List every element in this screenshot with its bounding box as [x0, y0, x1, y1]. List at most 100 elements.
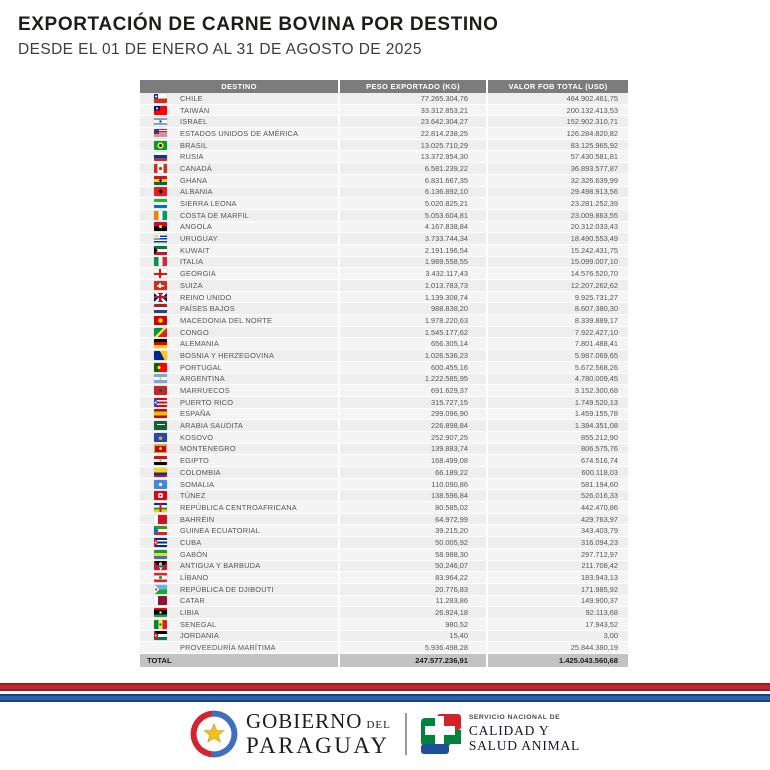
libano-flag-icon — [154, 573, 167, 583]
country-cell: TAIWÁN — [140, 105, 338, 116]
kg-value: 80.585,02 — [338, 502, 486, 513]
country-name: BOSNIA Y HERZEGOVINA — [180, 350, 275, 360]
country-cell: LÍBANO — [140, 572, 338, 583]
country-cell: KOSOVO — [140, 432, 338, 443]
country-cell: ESPAÑA — [140, 409, 338, 420]
country-cell: BAHRÉIN — [140, 514, 338, 525]
table-row: COLOMBIA 66.189,22 600.118,03 — [140, 467, 628, 479]
usd-value: 464.902.461,75 — [486, 93, 628, 104]
senacsa-cross-icon — [420, 714, 461, 754]
usd-value: 15.099.007,10 — [486, 256, 628, 268]
country-cell: TÚNEZ — [140, 490, 338, 501]
taiwan-flag-icon — [154, 105, 167, 115]
guinea-ecuatorial-flag-icon — [154, 526, 167, 536]
country-name: PUERTO RICO — [180, 397, 234, 407]
usd-value: 581.194,60 — [486, 478, 628, 490]
column-header-peso: PESO EXPORTADO (KG) — [338, 80, 486, 93]
country-cell: ANTIGUA Y BARBUDA — [140, 561, 338, 572]
kg-value: 66.189,22 — [338, 467, 486, 478]
table-row: MACEDONIA DEL NORTE 1.978.220,63 8.339.889… — [140, 315, 628, 327]
kg-value: 4.167.838,84 — [338, 221, 486, 233]
table-row: CONGO 1.545.177,62 7.922.427,10 — [140, 326, 628, 339]
usd-value: 171.985,92 — [486, 583, 628, 595]
country-cell: ESTADOS UNIDOS DE AMÉRICA — [140, 128, 338, 139]
kg-value: 11.283,86 — [338, 595, 486, 607]
table-row: BRASIL 13.025.710,29 83.125.965,92 — [140, 139, 628, 152]
usd-value: 126.284.820,82 — [486, 128, 628, 139]
country-name: ANTIGUA Y BARBUDA — [180, 561, 261, 571]
kg-value: 5.020.825,21 — [338, 198, 486, 209]
usd-value: 526.016,33 — [486, 490, 628, 502]
usd-value: 429.763,97 — [486, 513, 628, 525]
table-row: PROVEEDURÍA MARÍTIMA 5.936.498,28 25.844.3… — [140, 642, 628, 654]
country-cell: REPÚBLICA DE DJIBOUTI — [140, 584, 338, 595]
country-name: COSTA DE MARFIL — [180, 210, 249, 220]
usd-value: 20.312.033,43 — [486, 221, 628, 233]
flag-stripes — [0, 683, 770, 702]
page-title: EXPORTACIÓN DE CARNE BOVINA POR DESTINO — [18, 14, 499, 35]
usd-value: 92.113,68 — [486, 607, 628, 618]
country-cell: PORTUGAL — [140, 362, 338, 373]
country-name: MARRUECOS — [180, 386, 230, 396]
cuba-flag-icon — [154, 537, 167, 547]
table-row: MARRUECOS 691.629,37 3.152.300,68 — [140, 385, 628, 397]
country-cell: REINO UNIDO — [140, 292, 338, 303]
country-cell: ARABIA SAUDITA — [140, 420, 338, 431]
usd-value: 23.009.863,55 — [486, 209, 628, 221]
country-name: LÍBANO — [180, 573, 209, 583]
usd-value: 1.749.520,13 — [486, 396, 628, 408]
usd-value: 4.780.009,45 — [486, 373, 628, 385]
country-name: CATAR — [180, 596, 205, 606]
country-cell: ALEMANIA — [140, 338, 338, 349]
country-cell: PROVEEDURÍA MARÍTIMA — [140, 642, 338, 653]
country-cell: PUERTO RICO — [140, 397, 338, 408]
table-row: ALEMANIA 656.305,14 7.801.488,41 — [140, 338, 628, 351]
tunez-flag-icon — [154, 491, 167, 501]
usd-value: 9.925.731,27 — [486, 291, 628, 303]
usd-value: 1.384.351,08 — [486, 420, 628, 431]
country-name: ANGOLA — [180, 222, 213, 232]
kg-value: 315.727,15 — [338, 396, 486, 408]
country-cell: GABÓN — [140, 549, 338, 560]
country-name: ITALIA — [180, 257, 204, 267]
kg-value: 13.025.710,29 — [338, 139, 486, 151]
table-row: SENEGAL 980,52 17.943,52 — [140, 618, 628, 631]
puerto-rico-flag-icon — [154, 397, 167, 407]
del-word: DEL — [366, 719, 391, 731]
country-name: ESTADOS UNIDOS DE AMÉRICA — [180, 128, 299, 138]
country-name: CHILE — [180, 93, 203, 103]
country-cell: GEORGIA — [140, 268, 338, 279]
egipto-flag-icon — [154, 456, 167, 466]
country-cell: CATAR — [140, 596, 338, 607]
total-usd-value: 1.425.043.560,68 — [486, 654, 628, 667]
kg-value: 33.312.853,21 — [338, 104, 486, 116]
table-row: REPÚBLICA CENTROAFRICANA 80.585,02 442.470… — [140, 502, 628, 514]
country-cell: JORDANIA — [140, 631, 338, 642]
jordania-flag-icon — [154, 631, 167, 641]
table-row: SOMALIA 110.090,86 581.194,60 — [140, 478, 628, 491]
kg-value: 2.191.196,54 — [338, 244, 486, 256]
country-cell: EGIPTO — [140, 455, 338, 466]
table-row: CUBA 50.005,92 316.094,23 — [140, 537, 628, 549]
catar-flag-icon — [154, 596, 167, 606]
kg-value: 5.936.498,28 — [338, 642, 486, 653]
country-name: RUSIA — [180, 152, 204, 162]
country-cell: ANGOLA — [140, 222, 338, 233]
country-name: MACEDONIA DEL NORTE — [180, 315, 273, 325]
country-cell: BOSNIA Y HERZEGOVINA — [140, 350, 338, 361]
country-cell: LIBIA — [140, 607, 338, 618]
kuwait-flag-icon — [154, 245, 167, 255]
table-row: ANTIGUA Y BARBUDA 50.246,07 211.708,42 — [140, 560, 628, 573]
country-cell: URUGUAY — [140, 233, 338, 244]
country-cell: CONGO — [140, 327, 338, 338]
country-cell: BRASIL — [140, 140, 338, 151]
table-row: ITALIA 1.989.558,55 15.099.007,10 — [140, 256, 628, 269]
usd-value: 343.403,79 — [486, 525, 628, 537]
bosnia-y-herzegovina-flag-icon — [154, 350, 167, 360]
page-subtitle: DESDE EL 01 DE ENERO AL 31 DE AGOSTO DE … — [18, 41, 422, 58]
logo-divider — [404, 713, 407, 755]
costa-de-marfil-flag-icon — [154, 210, 167, 220]
country-name: COLOMBIA — [180, 467, 221, 477]
export-table: DESTINO PESO EXPORTADO (KG) VALOR FOB TO… — [140, 80, 628, 667]
